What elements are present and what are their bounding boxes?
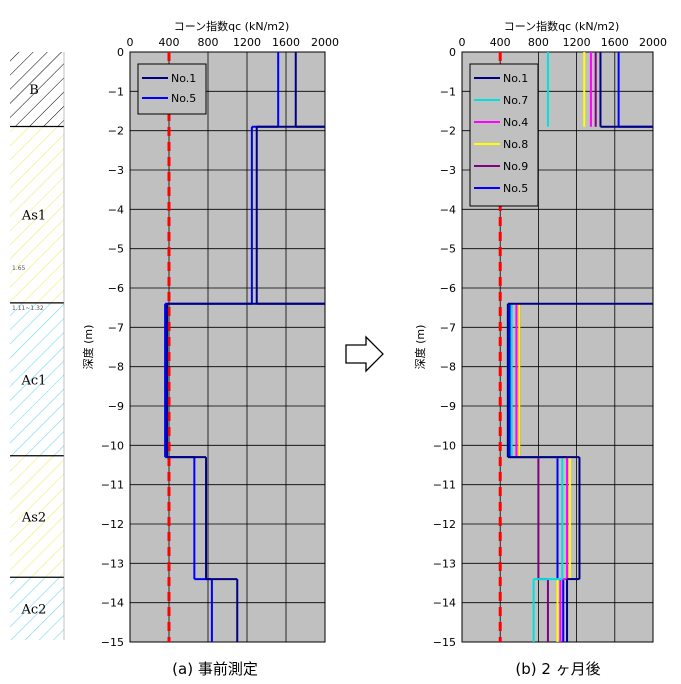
y-tick-label: −3 xyxy=(108,164,124,177)
series-No.1 xyxy=(166,52,325,642)
soil-layer-As1 xyxy=(10,126,64,303)
soil-layer-As2 xyxy=(10,455,64,578)
x-tick-label: 800 xyxy=(528,36,549,49)
y-tick-label: −4 xyxy=(108,203,124,216)
y-tick-label: 0 xyxy=(449,46,456,59)
legend-label: No.5 xyxy=(171,92,196,105)
y-tick-label: −8 xyxy=(440,361,456,374)
x-tick-label: 400 xyxy=(490,36,511,49)
y-axis-title: 深度 (m) xyxy=(81,325,95,370)
soil-column: B As1 Ac1 As2 Ac2 1.65 1.11~1.32 xyxy=(10,52,65,640)
legend-label: No.7 xyxy=(503,94,528,107)
y-tick-label: −1 xyxy=(440,85,456,98)
caption-a: (a) 事前測定 xyxy=(172,660,258,678)
chart-a: 0 400 800 1200 1600 2000 0 −1 −2 −3 −4 −5 −6 −7 −8 −9 −1… xyxy=(81,19,339,649)
x-tick-label: 1200 xyxy=(563,36,591,49)
x-tick-label: 1600 xyxy=(272,36,300,49)
x-tick-label: 0 xyxy=(459,36,466,49)
soil-layer-Ac2 xyxy=(10,577,64,640)
x-tick-label: 2000 xyxy=(639,36,667,49)
y-tick-label: −3 xyxy=(440,164,456,177)
y-tick-label: −6 xyxy=(440,282,456,295)
legend-label: No.1 xyxy=(503,72,528,85)
y-tick-label: 0 xyxy=(117,46,124,59)
soil-label: As2 xyxy=(21,511,46,526)
y-tick-label: −15 xyxy=(101,636,124,649)
legend-label: No.8 xyxy=(503,138,528,151)
x-tick-label: 0 xyxy=(127,36,134,49)
soil-small-label: 1.11~1.32 xyxy=(12,305,44,312)
y-tick-label: −5 xyxy=(440,243,456,256)
soil-label: As1 xyxy=(21,209,46,224)
y-tick-label: −11 xyxy=(433,479,456,492)
y-tick-label: −12 xyxy=(433,518,456,531)
soil-layer-B xyxy=(10,52,64,127)
x-axis-title: コーン指数qc (kN/m2) xyxy=(174,19,290,33)
y-tick-label: −7 xyxy=(108,321,124,334)
series-No.1 xyxy=(506,52,653,642)
y-tick-label: −10 xyxy=(433,439,456,452)
y-axis-title: 深度 (m) xyxy=(413,325,427,370)
y-tick-label: −10 xyxy=(101,439,124,452)
series-No.4 xyxy=(515,52,592,642)
y-tick-label: −5 xyxy=(108,243,124,256)
legend-label: No.4 xyxy=(503,116,528,129)
y-tick-label: −9 xyxy=(440,400,456,413)
legend-box xyxy=(137,63,207,115)
chart-b: 0 400 800 1200 1600 2000 0 −1 −2 −3 −4 −5 −6 −7 −8 −9 −1… xyxy=(413,19,667,649)
soil-layer-Ac1 xyxy=(10,302,64,456)
y-tick-label: −14 xyxy=(101,597,124,610)
soil-label: Ac1 xyxy=(21,373,47,388)
y-tick-label: −2 xyxy=(440,125,456,138)
y-tick-label: −1 xyxy=(108,85,124,98)
legend-label: No.9 xyxy=(503,160,528,173)
y-tick-label: −2 xyxy=(108,125,124,138)
soil-small-label: 1.65 xyxy=(12,265,26,272)
soil-label: B xyxy=(29,83,39,98)
right-arrow-icon xyxy=(345,335,384,373)
plot-area xyxy=(129,51,326,643)
x-tick-label: 2000 xyxy=(311,36,339,49)
x-axis-title: コーン指数qc (kN/m2) xyxy=(504,19,620,33)
x-tick-label: 800 xyxy=(198,36,219,49)
legend-box xyxy=(469,63,539,207)
y-tick-label: −13 xyxy=(433,557,456,570)
y-tick-label: −4 xyxy=(440,203,456,216)
x-tick-label: 400 xyxy=(159,36,180,49)
legend: No.1 No.7 No.4 No.8 No.9 No.5 xyxy=(469,63,539,207)
legend: No.1 No.5 xyxy=(137,63,207,115)
y-tick-label: −15 xyxy=(433,636,456,649)
y-tick-label: −13 xyxy=(101,557,124,570)
soil-label: Ac2 xyxy=(21,603,47,618)
legend-label: No.5 xyxy=(503,182,528,195)
y-tick-label: −9 xyxy=(108,400,124,413)
y-tick-label: −6 xyxy=(108,282,124,295)
caption-b: (b) 2 ヶ月後 xyxy=(515,660,600,678)
x-tick-label: 1600 xyxy=(601,36,629,49)
legend-label: No.1 xyxy=(171,72,196,85)
x-tick-label: 1200 xyxy=(233,36,261,49)
y-tick-label: −14 xyxy=(433,597,456,610)
y-tick-label: −8 xyxy=(108,361,124,374)
y-tick-label: −7 xyxy=(440,321,456,334)
y-tick-label: −11 xyxy=(101,479,124,492)
y-tick-label: −12 xyxy=(101,518,124,531)
